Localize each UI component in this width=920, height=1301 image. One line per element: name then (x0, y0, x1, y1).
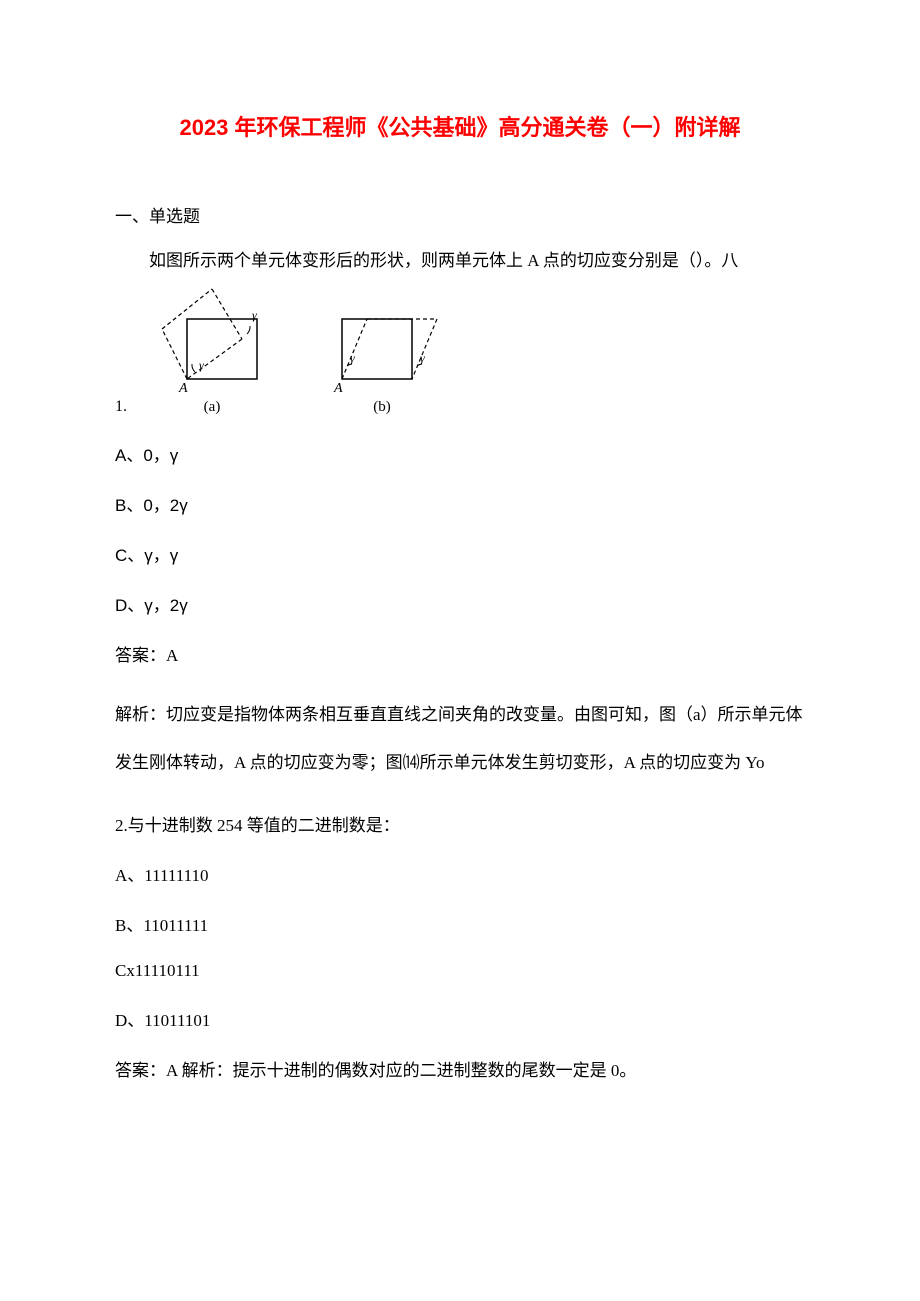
q1-option-c: C、γ，γ (115, 541, 805, 566)
q1-option-a: A、0，γ (115, 441, 805, 466)
figure-a-svg: γ γ A (147, 284, 277, 394)
section-heading: 一、单选题 (115, 202, 805, 227)
q1-option-b: B、0，2γ (115, 491, 805, 516)
q1-answer: 答案：A (115, 641, 805, 666)
svg-text:γ: γ (199, 358, 204, 372)
q2-option-d: D、11011101 (115, 1006, 805, 1031)
figure-a-point-label: A (178, 381, 188, 394)
figure-b-label: (b) (317, 399, 447, 416)
svg-text:γ: γ (350, 351, 355, 365)
q1-option-d: D、γ，2γ (115, 591, 805, 616)
q2-option-c: Cx11110111 (115, 961, 805, 981)
svg-text:γ: γ (252, 308, 257, 322)
q1-intro: 如图所示两个单元体变形后的形状，则两单元体上 A 点的切应变分别是（）。八 (115, 247, 805, 274)
q1-explanation: 解析：切应变是指物体两条相互垂直直线之间夹角的改变量。由图可知，图（a）所示单元… (115, 691, 805, 786)
figure-a-label: (a) (147, 399, 277, 416)
q2-answer-explanation: 答案：A 解析：提示十进制的偶数对应的二进制整数的尾数一定是 0。 (115, 1056, 805, 1081)
document-title: 2023 年环保工程师《公共基础》高分通关卷（一）附详解 (115, 110, 805, 142)
figure-b: γ γ A (b) (317, 284, 447, 416)
figure-a: γ γ A (a) (147, 284, 277, 416)
figure-b-point-label: A (333, 381, 343, 394)
q2-option-a: A、11111110 (115, 861, 805, 886)
q1-number: 1. (115, 398, 127, 416)
q2-option-b: B、11011111 (115, 911, 805, 936)
q2-question: 2.与十进制数 254 等值的二进制数是： (115, 811, 805, 836)
figure-container: γ γ A (a) γ γ A (b) (147, 284, 447, 416)
figure-b-svg: γ γ A (317, 284, 447, 394)
svg-text:γ: γ (420, 351, 425, 365)
q1-figure-row: 1. γ γ A (a) (115, 284, 805, 416)
